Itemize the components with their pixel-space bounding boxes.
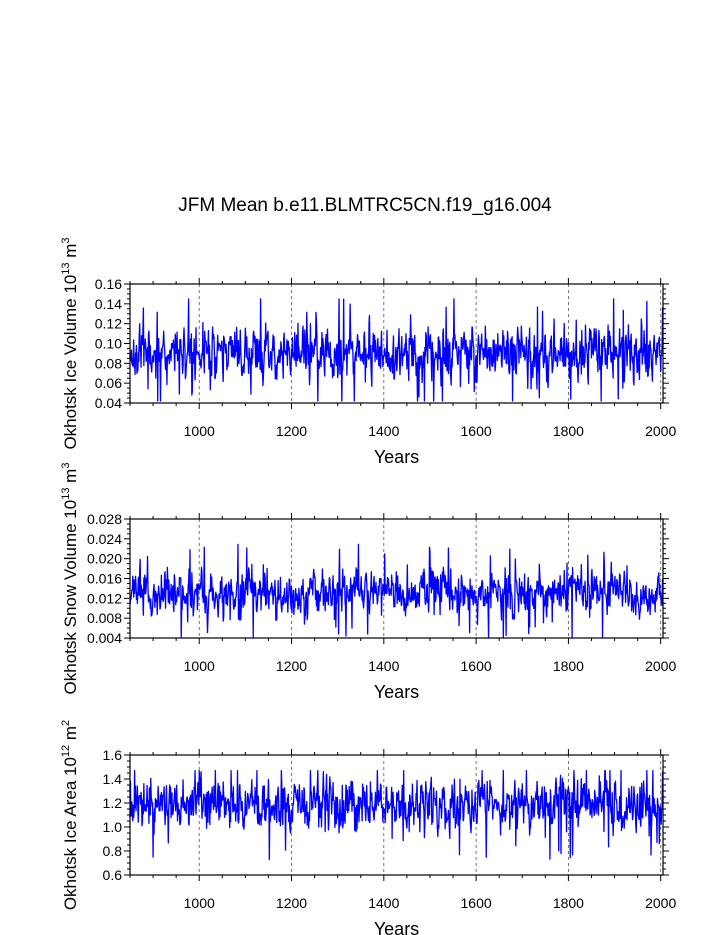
y-label-exponent: 13 [60,488,72,500]
x-axis-label: Years [374,919,419,935]
x-tick-label-2000: 2000 [645,895,676,911]
x-tick-label-2000: 2000 [645,423,676,439]
x-tick-label-1400: 1400 [368,423,399,439]
panel-3: 1000 1200 1400 1600 1800 2000 0.6 0.8 1.0 1.2 1.4 1… [60,720,676,935]
x-tick-label-1600: 1600 [461,658,492,674]
series-line [129,769,664,861]
y-label-unit: m [61,726,80,745]
y-label-exponent: 13 [60,262,72,274]
y-axis-label: Okhotsk Ice Volume 1013 m3 [60,237,80,449]
y-tick-label-0.016: 0.016 [87,571,122,587]
y-label-exponent: 12 [60,745,72,757]
panel-2: 1000 1200 1400 1600 1800 2000 0.004 0.008 0.012 0… [60,463,676,702]
x-tick-label-1400: 1400 [368,895,399,911]
y-tick-label-0.08: 0.08 [95,355,122,371]
y-label-text: Okhotsk Ice Area 10 [61,757,80,910]
x-tick-label-1200: 1200 [276,658,307,674]
y-tick-label-0.14: 0.14 [95,296,122,312]
x-tick-label-2000: 2000 [645,658,676,674]
x-axis-label: Years [374,682,419,702]
y-label-unit: m [61,469,80,488]
y-tick-label-0.04: 0.04 [95,395,122,411]
x-tick-label-1200: 1200 [276,423,307,439]
y-tick-label-1.4: 1.4 [103,771,123,787]
series-line [129,298,664,402]
y-tick-label-0.8: 0.8 [103,843,123,859]
y-tick-label-0.6: 0.6 [103,867,123,883]
y-tick-label-0.06: 0.06 [95,375,122,391]
x-tick-label-1200: 1200 [276,895,307,911]
x-tick-label-1000: 1000 [184,423,215,439]
y-label-unit-exponent: 3 [60,237,72,243]
x-tick-label-1000: 1000 [184,895,215,911]
y-axis-label: Okhotsk Ice Area 1012 m2 [60,720,80,910]
x-axis-label: Years [374,447,419,467]
series-line [129,543,664,639]
y-tick-label-0.012: 0.012 [87,590,122,606]
y-tick-label-0.008: 0.008 [87,610,122,626]
x-tick-label-1600: 1600 [461,895,492,911]
y-tick-label-1.6: 1.6 [103,747,123,763]
y-label-unit-exponent: 3 [60,463,72,469]
y-tick-label-1.2: 1.2 [103,795,123,811]
y-tick-label-0.024: 0.024 [87,531,122,547]
panels-group: 1000 1200 1400 1600 1800 2000 0.04 0.06 0.08 0.10… [60,237,676,935]
y-tick-label-1.0: 1.0 [103,819,123,835]
y-label-unit-exponent: 2 [60,720,72,726]
x-tick-label-1000: 1000 [184,658,215,674]
x-tick-label-1400: 1400 [368,658,399,674]
y-tick-label-0.10: 0.10 [95,336,122,352]
y-tick-label-0.004: 0.004 [87,630,122,646]
y-tick-label-0.12: 0.12 [95,316,122,332]
y-label-text: Okhotsk Snow Volume 10 [61,500,80,695]
x-tick-label-1800: 1800 [553,423,584,439]
x-tick-label-1800: 1800 [553,658,584,674]
y-label-unit: m [61,244,80,263]
figure-title: JFM Mean b.e11.BLMTRC5CN.f19_g16.004 [178,195,552,216]
y-label-text: Okhotsk Ice Volume 10 [61,275,80,450]
y-tick-label-0.028: 0.028 [87,511,122,527]
y-axis-label: Okhotsk Snow Volume 1013 m3 [60,463,80,695]
y-tick-label-0.16: 0.16 [95,276,122,292]
y-tick-label-0.020: 0.020 [87,551,122,567]
x-tick-label-1800: 1800 [553,895,584,911]
panel-1: 1000 1200 1400 1600 1800 2000 0.04 0.06 0.08 0.10… [60,237,676,467]
x-tick-label-1600: 1600 [461,423,492,439]
